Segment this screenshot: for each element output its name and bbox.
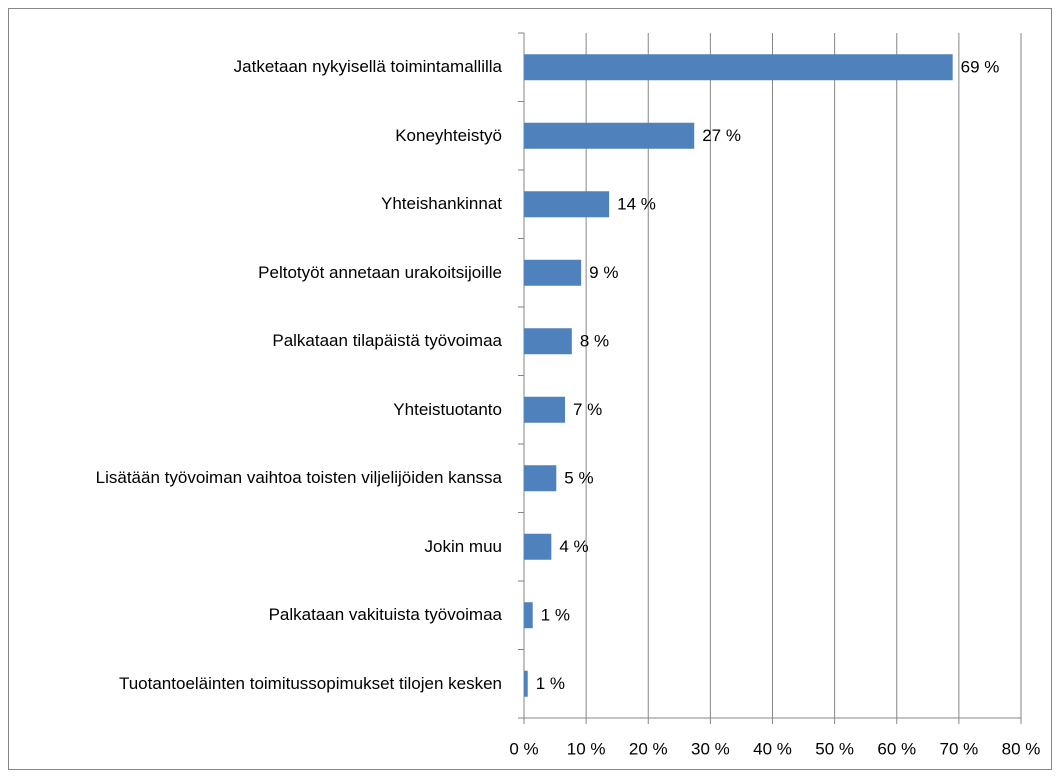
data-label: 9 % [589, 263, 618, 282]
x-tick-label: 20 % [629, 739, 668, 758]
y-tick-label: Yhteishankinnat [10, 170, 502, 239]
category-text: Palkataan vakituista työvoimaa [268, 605, 502, 625]
bar [524, 259, 582, 286]
bar [524, 122, 695, 149]
category-text: Peltotyöt annetaan urakoitsijoille [258, 262, 502, 282]
y-tick-label: Palkataan tilapäistä työvoimaa [10, 307, 502, 376]
bar [524, 54, 953, 81]
y-tick-label: Palkataan vakituista työvoimaa [10, 581, 502, 650]
bar [524, 670, 528, 697]
x-tick-label: 10 % [567, 739, 606, 758]
x-tick-label: 30 % [691, 739, 730, 758]
x-tick-label: 0 % [509, 739, 538, 758]
data-label: 5 % [564, 469, 593, 488]
bar [524, 191, 610, 218]
category-text: Tuotantoeläinten toimitussopimukset tilo… [118, 673, 502, 693]
x-tick-label: 60 % [877, 739, 916, 758]
x-tick-label: 40 % [753, 739, 792, 758]
y-tick-label: Tuotantoeläinten toimitussopimukset tilo… [10, 650, 502, 719]
data-label: 1 % [541, 606, 570, 625]
y-tick-label: Yhteistuotanto [10, 376, 502, 445]
data-label: 27 % [702, 126, 741, 145]
data-label: 1 % [536, 674, 565, 693]
category-text: Jatketaan nykyisellä toimintamallilla [233, 57, 502, 77]
category-text: Palkataan tilapäistä työvoimaa [272, 331, 502, 351]
bar [524, 602, 533, 629]
category-text: Yhteistuotanto [393, 399, 502, 419]
data-label: 7 % [573, 400, 602, 419]
data-label: 8 % [580, 332, 609, 351]
x-tick-label: 50 % [815, 739, 854, 758]
bar [524, 533, 552, 560]
y-tick-label: Lisätään työvoiman vaihtoa toisten vilje… [10, 444, 502, 513]
y-tick-label: Peltotyöt annetaan urakoitsijoille [10, 239, 502, 308]
data-label: 4 % [559, 537, 588, 556]
bar [524, 465, 557, 492]
y-tick-label: Jatketaan nykyisellä toimintamallilla [10, 33, 502, 102]
x-tick-label: 80 % [1002, 739, 1041, 758]
category-text: Lisätään työvoiman vaihtoa toisten vilje… [95, 468, 502, 488]
y-tick-label: Koneyhteistyö [10, 102, 502, 171]
category-text: Koneyhteistyö [395, 125, 502, 145]
data-label: 69 % [961, 58, 1000, 77]
data-label: 14 % [617, 195, 656, 214]
bar [524, 328, 572, 355]
y-tick-label: Jokin muu [10, 513, 502, 582]
bar [524, 396, 566, 423]
x-tick-label: 70 % [940, 739, 979, 758]
category-text: Yhteishankinnat [381, 194, 502, 214]
category-text: Jokin muu [424, 536, 502, 556]
